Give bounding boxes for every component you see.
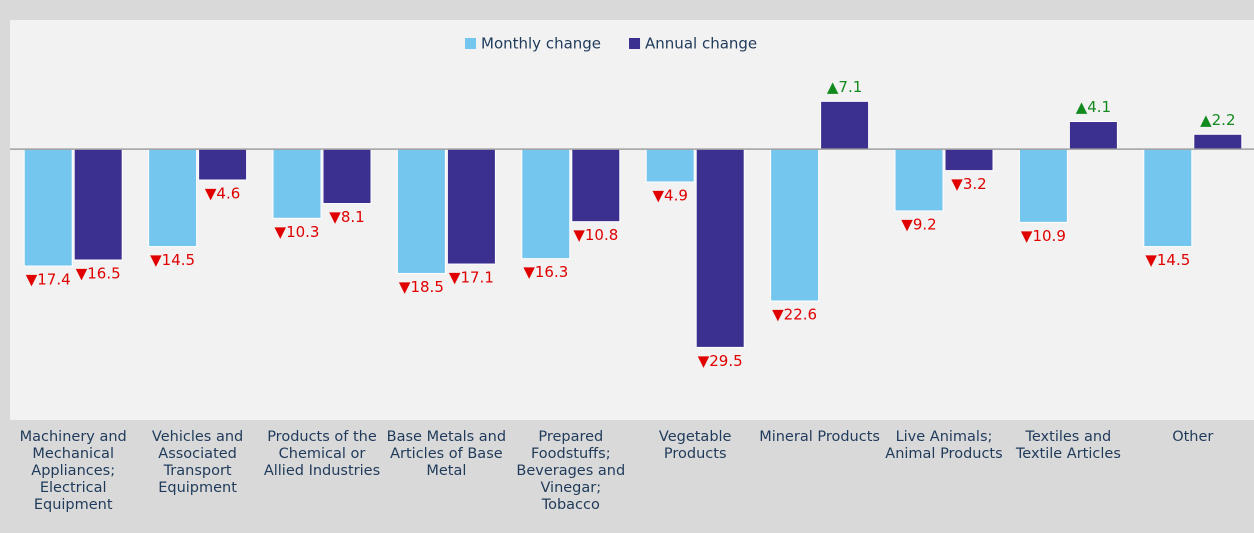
bar: [198, 148, 248, 181]
x-tick-label: Mineral Products: [759, 429, 880, 445]
x-tick-label: Products of the Chemical or Allied Indus…: [263, 429, 381, 479]
data-label: ▼4.6: [205, 185, 240, 203]
x-tick-label: Machinery and Mechanical Appliances; Ele…: [19, 429, 127, 513]
data-label: ▲7.1: [827, 78, 862, 96]
data-label: ▼8.1: [329, 208, 364, 226]
bar: [695, 148, 745, 348]
bar: [322, 148, 372, 205]
legend-swatch: [629, 38, 641, 49]
data-label: ▼16.3: [523, 263, 568, 281]
data-label: ▼16.5: [76, 265, 121, 283]
x-tick-label: Vehicles and Associated Transport Equipm…: [151, 429, 244, 496]
x-tick-label: Textiles and Textile Articles: [1015, 429, 1121, 462]
data-label: ▼22.6: [772, 306, 817, 324]
bar: [148, 148, 198, 248]
x-tick-label: Vegetable Products: [658, 429, 732, 462]
data-label: ▼3.2: [951, 175, 986, 193]
legend-label: Annual change: [645, 35, 757, 53]
x-tick-label: Base Metals and Articles of Base Metal: [386, 429, 507, 479]
bar: [820, 100, 870, 150]
legend-swatch: [465, 38, 476, 49]
bar: [645, 148, 695, 183]
bar: [770, 148, 820, 302]
bar: [23, 148, 73, 267]
data-label: ▼17.1: [449, 269, 494, 287]
data-label: ▲4.1: [1076, 98, 1111, 116]
bar: [521, 148, 571, 260]
data-label: ▼10.9: [1021, 227, 1066, 245]
bar: [1143, 148, 1193, 248]
legend-label: Monthly change: [481, 35, 601, 53]
bar: [1018, 148, 1068, 223]
bar: [446, 148, 496, 265]
data-label: ▼10.8: [573, 226, 618, 244]
data-label: ▼4.9: [653, 187, 688, 205]
data-label: ▲2.2: [1200, 111, 1235, 129]
data-label: ▼18.5: [399, 278, 444, 296]
bar: [1193, 133, 1243, 150]
bar: [944, 148, 994, 172]
bar: [571, 148, 621, 223]
x-tick-label: Other: [1172, 429, 1214, 445]
data-label: ▼17.4: [26, 271, 71, 289]
bar: [73, 148, 123, 261]
data-label: ▼29.5: [698, 352, 743, 370]
data-label: ▼10.3: [275, 223, 320, 241]
bar: [272, 148, 322, 219]
x-tick-label: Prepared Foodstuffs; Beverages and Vineg…: [516, 429, 626, 513]
data-label: ▼14.5: [150, 251, 195, 269]
bar: [1068, 121, 1118, 150]
data-label: ▼14.5: [1145, 251, 1190, 269]
bar: [396, 148, 446, 274]
x-tick-label: Live Animals; Animal Products: [885, 429, 1003, 462]
data-label: ▼9.2: [901, 215, 936, 233]
bar: [894, 148, 944, 212]
